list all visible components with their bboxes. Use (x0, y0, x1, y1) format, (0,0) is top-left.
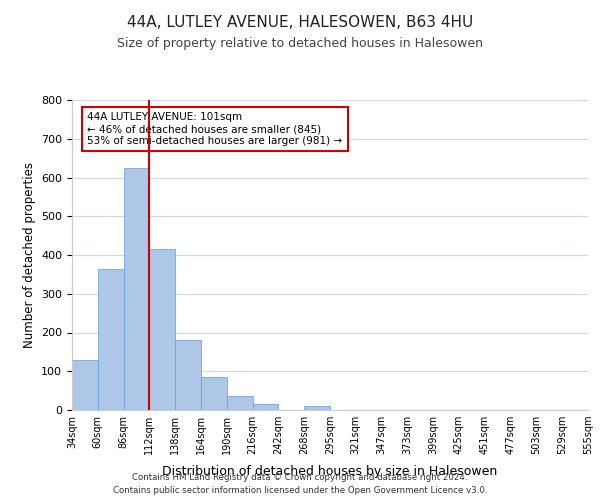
Bar (227, 396, 253, 410)
Bar (149, 249, 175, 410)
Y-axis label: Number of detached properties: Number of detached properties (23, 162, 35, 348)
Bar (175, 340, 201, 410)
Bar (304, 406, 330, 410)
Bar (124, 168, 149, 410)
Bar (72, 360, 98, 410)
Bar (201, 377, 227, 410)
Text: Contains HM Land Registry data © Crown copyright and database right 2024.
Contai: Contains HM Land Registry data © Crown c… (113, 474, 487, 495)
Text: 44A LUTLEY AVENUE: 101sqm
← 46% of detached houses are smaller (845)
53% of semi: 44A LUTLEY AVENUE: 101sqm ← 46% of detac… (88, 112, 343, 146)
Bar (98, 268, 124, 410)
X-axis label: Distribution of detached houses by size in Halesowen: Distribution of detached houses by size … (163, 466, 497, 478)
Text: 44A, LUTLEY AVENUE, HALESOWEN, B63 4HU: 44A, LUTLEY AVENUE, HALESOWEN, B63 4HU (127, 15, 473, 30)
Bar (253, 404, 278, 410)
Text: Size of property relative to detached houses in Halesowen: Size of property relative to detached ho… (117, 38, 483, 51)
